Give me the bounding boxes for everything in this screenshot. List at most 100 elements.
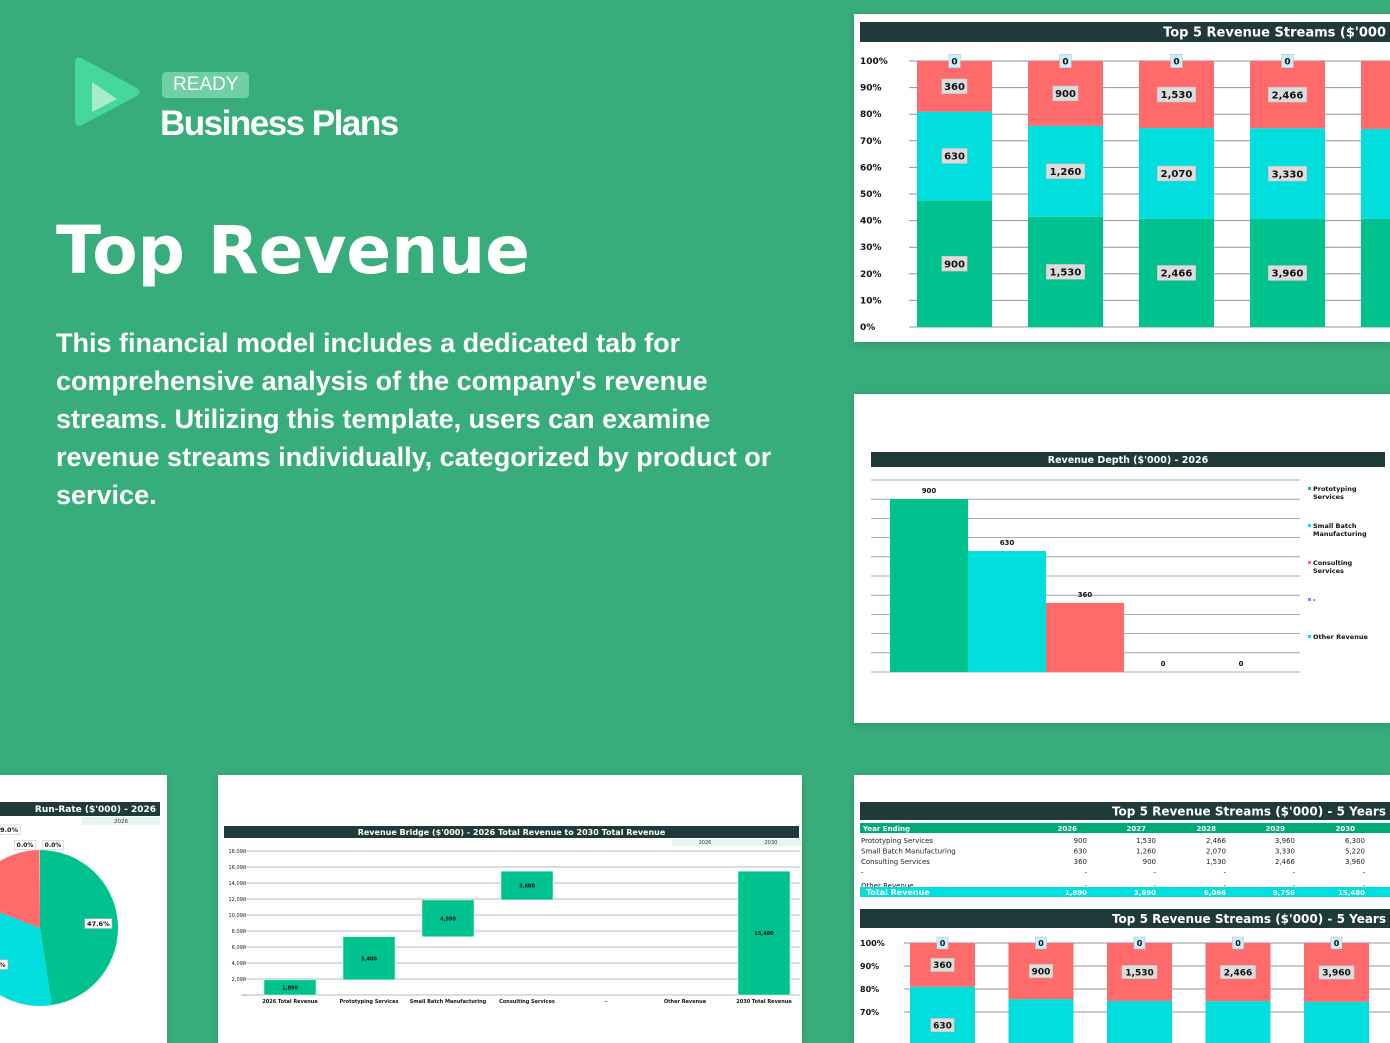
data-label: 360 — [944, 82, 965, 93]
table-cell: - — [1153, 882, 1156, 890]
data-label-box — [1035, 936, 1047, 950]
data-label: 630 — [944, 152, 965, 163]
y-tick-label: 50% — [860, 190, 882, 200]
data-label-box — [1281, 54, 1294, 68]
data-label: 1,530 — [1161, 90, 1193, 101]
stacked-bar-segment — [1205, 1001, 1271, 1043]
y-tick-label: 40% — [860, 217, 882, 227]
five-year-panel: Top 5 Revenue Streams ($'000) - 5 Years Y… — [854, 775, 1390, 1043]
data-label-box — [1268, 86, 1307, 103]
table-cell: 900 — [1143, 858, 1156, 866]
data-label: 900 — [944, 259, 965, 270]
data-label: 3,330 — [1272, 169, 1304, 180]
chart-title: Run-Rate ($'000) - 2026 — [35, 805, 156, 815]
y-tick-label: 80% — [860, 110, 882, 120]
data-label: 900 — [922, 487, 937, 495]
table-cell: 900 — [1074, 837, 1087, 845]
table-cell: - — [1292, 869, 1295, 877]
pie-label: 0.0% — [17, 842, 34, 849]
y-tick-label: 2,000 — [232, 977, 246, 983]
year-tag-box — [738, 839, 802, 846]
data-label-box — [936, 936, 949, 950]
data-label: 4,590 — [440, 916, 456, 922]
waterfall-bar — [342, 936, 396, 981]
chart-title-bar — [0, 802, 160, 816]
year-tag: 2030 — [765, 840, 778, 846]
pie-slice — [40, 850, 118, 1006]
brand-name: Business Plans — [160, 104, 399, 143]
chart-title-bar — [860, 22, 1390, 42]
revenue-bridge-panel: Revenue Bridge ($'000) - 2026 Total Reve… — [218, 775, 802, 1043]
data-label: 2,466 — [1161, 269, 1193, 280]
stacked-bar-segment — [1361, 129, 1390, 219]
table-cell: - — [1362, 882, 1365, 890]
total-cell: 15,480 — [1338, 889, 1365, 897]
table-cell: 3,960 — [1275, 837, 1295, 845]
data-label-box — [1046, 264, 1085, 280]
data-label: 3,960 — [1272, 269, 1304, 280]
table-header-row — [860, 823, 1390, 833]
legend-label: Small Batch — [1313, 522, 1357, 530]
pie-label: 33.3% — [0, 961, 6, 969]
data-label: 15,480 — [754, 931, 774, 937]
data-label-box — [1157, 265, 1196, 281]
table-cell: Consulting Services — [861, 858, 930, 866]
data-label-box — [1046, 163, 1085, 180]
y-tick-label: 80% — [860, 985, 879, 994]
data-label: 0 — [1334, 939, 1340, 948]
data-label: 1,530 — [1125, 968, 1153, 978]
table-cell: 2,070 — [1206, 848, 1226, 856]
data-label-box — [1028, 964, 1054, 979]
table-cell: - — [1362, 869, 1365, 877]
waterfall-bar — [421, 899, 475, 937]
chart-title: Revenue Depth ($'000) - 2026 — [1048, 455, 1209, 466]
y-tick-label: 0% — [860, 323, 875, 333]
data-label-box — [1318, 965, 1355, 980]
data-label-box — [1052, 85, 1079, 102]
data-label: 1,260 — [1050, 167, 1082, 178]
data-label: 360 — [1078, 591, 1093, 599]
bar — [968, 551, 1046, 672]
x-tick-label: Small Batch Manufacturing — [410, 999, 487, 1005]
y-tick-label: 70% — [860, 137, 882, 147]
y-tick-label: 20% — [860, 270, 882, 280]
y-tick-label: 12,000 — [229, 897, 247, 903]
y-tick-label: 10% — [860, 296, 882, 306]
stacked-bar-segment — [910, 986, 975, 1043]
legend-swatch — [1308, 635, 1311, 638]
stacked-bar-segment — [1304, 1001, 1369, 1043]
pie-label: 19.0% — [0, 826, 19, 834]
table-cell: - — [1084, 882, 1087, 890]
page-title: Top Revenue — [56, 212, 530, 289]
table-cell: 630 — [1074, 848, 1087, 856]
legend-label: Other Revenue — [1313, 633, 1368, 641]
data-label: 2,070 — [1161, 169, 1193, 180]
total-cell: 1,890 — [1065, 889, 1087, 897]
legend-label: - — [1313, 596, 1316, 604]
total-cell: Total Revenue — [866, 888, 930, 897]
y-tick-label: 18,000 — [229, 849, 247, 855]
y-tick-label: 8,000 — [232, 929, 246, 935]
y-tick-label: 100% — [860, 57, 888, 67]
year-tag-box — [82, 817, 160, 825]
bar — [890, 499, 968, 672]
data-label-box — [930, 1018, 955, 1033]
data-label-box — [1170, 54, 1183, 68]
table-total-row — [860, 887, 1390, 897]
waterfall-bar — [737, 870, 791, 996]
stacked-bar-segment — [1008, 999, 1074, 1043]
data-label: 900 — [1032, 967, 1051, 977]
data-label: 5,400 — [361, 956, 377, 962]
table-cell: Small Batch Manufacturing — [861, 848, 956, 856]
table-cell: 1,530 — [1136, 837, 1156, 845]
table-cell: 6,300 — [1345, 837, 1365, 845]
legend-label: Services — [1313, 567, 1344, 575]
chart-title-bar — [871, 452, 1385, 467]
table-cell: 2,466 — [1275, 858, 1296, 866]
data-label: 0 — [951, 57, 957, 67]
data-label-box — [1133, 936, 1146, 950]
table-cell: - — [1292, 882, 1295, 890]
data-label-box — [1121, 965, 1158, 980]
table-cell: Prototyping Services — [861, 837, 933, 845]
data-label: 900 — [1055, 89, 1076, 100]
